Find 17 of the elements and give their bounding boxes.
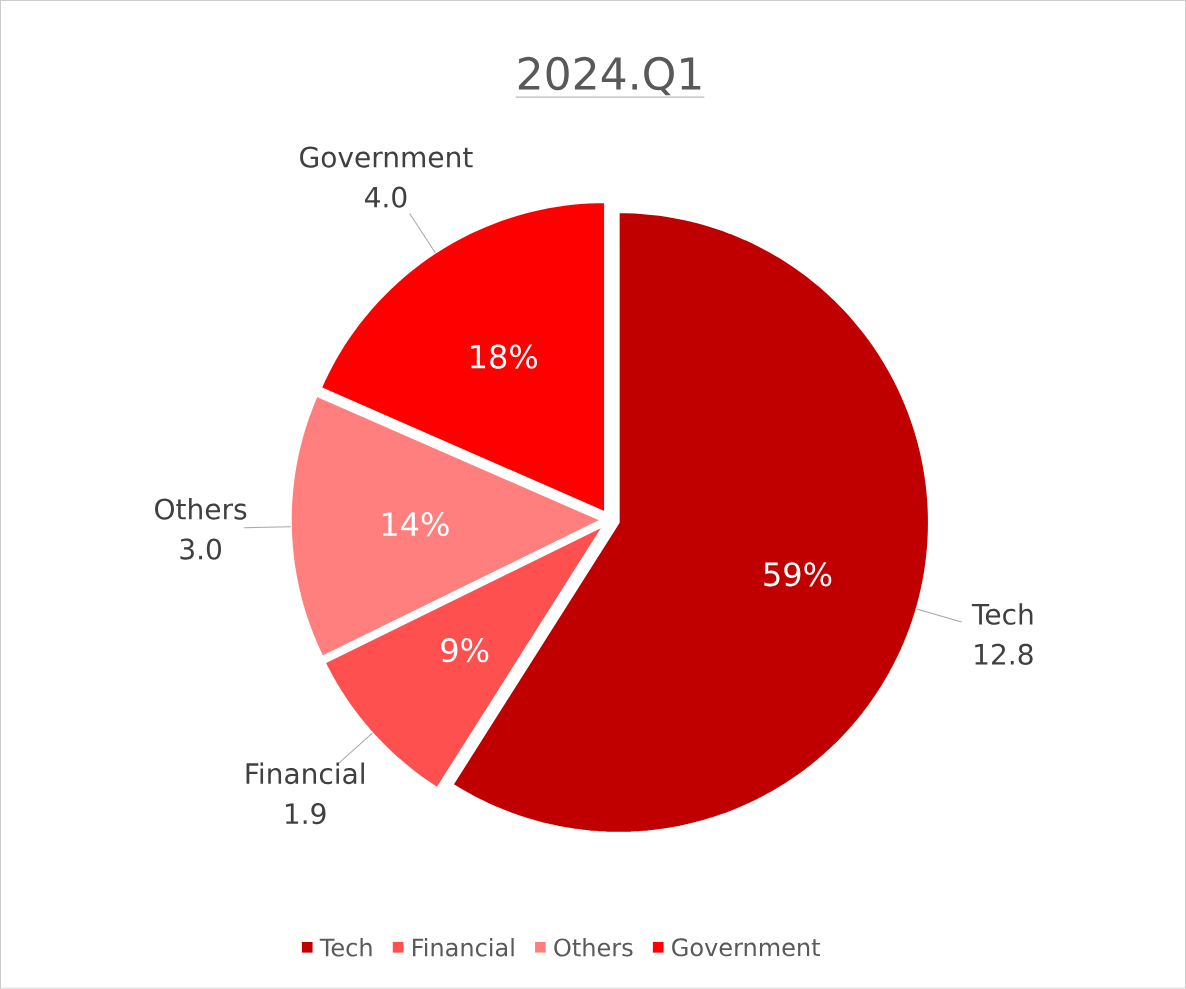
legend-label: Others xyxy=(554,938,633,957)
text: 59% xyxy=(764,562,832,587)
slice-label: Others xyxy=(155,498,247,520)
data-label: 4.0 xyxy=(365,186,407,208)
data-label: 1.9 xyxy=(285,803,326,825)
data-label: 12.8 xyxy=(975,643,1033,665)
legend-label: Tech xyxy=(319,938,372,957)
chart-title: 2024.Q1 xyxy=(518,56,701,96)
slice-label: Tech xyxy=(971,603,1033,625)
text: 18% xyxy=(471,344,538,369)
text: 9% xyxy=(441,638,489,663)
legend-label: Financial xyxy=(413,938,514,957)
slice-label: Government xyxy=(300,146,473,168)
legend-label: Government xyxy=(672,938,821,957)
slice-label: Financial xyxy=(246,762,364,785)
text: 14% xyxy=(382,512,449,537)
data-label: 3.0 xyxy=(180,538,221,560)
